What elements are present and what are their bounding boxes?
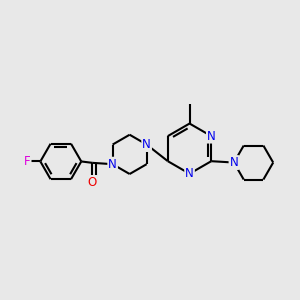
Text: N: N bbox=[207, 130, 216, 142]
Text: N: N bbox=[185, 167, 194, 180]
Text: O: O bbox=[88, 176, 97, 189]
Text: N: N bbox=[142, 138, 151, 151]
Text: N: N bbox=[230, 156, 238, 169]
Text: F: F bbox=[24, 155, 31, 168]
Text: N: N bbox=[108, 158, 117, 171]
